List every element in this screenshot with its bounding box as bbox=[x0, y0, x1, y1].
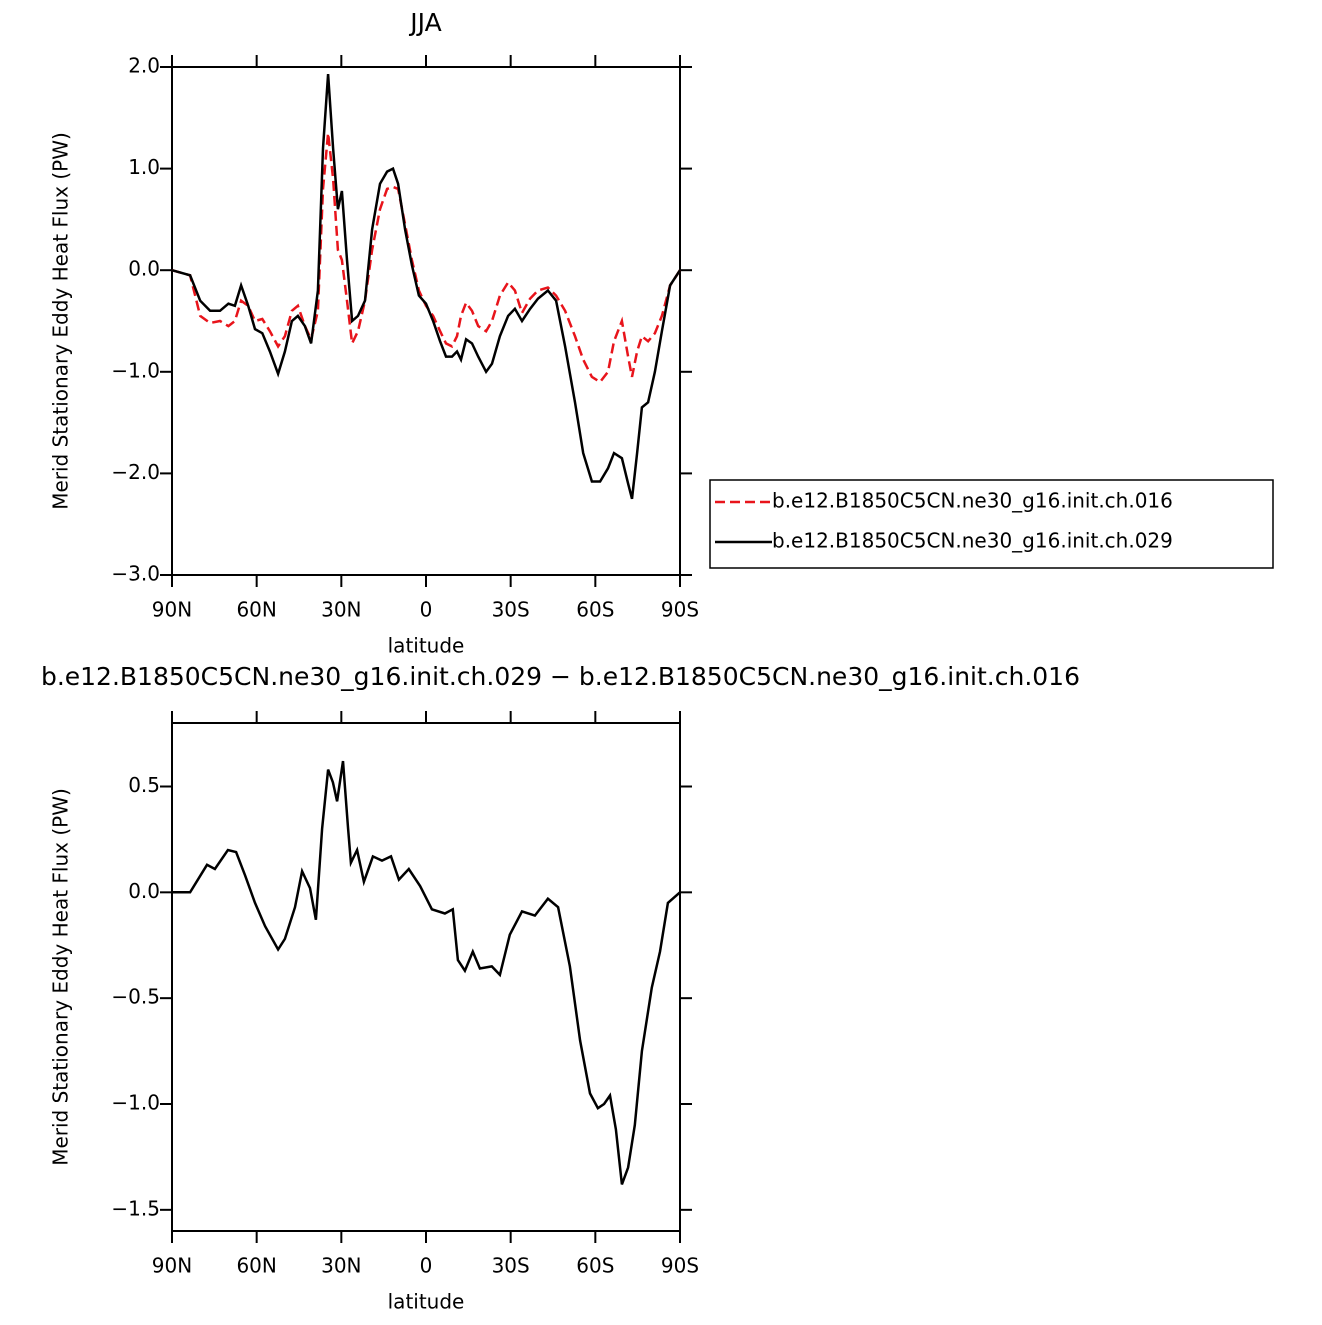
data-line bbox=[171, 74, 682, 500]
y-tick-label: 0.0 bbox=[128, 257, 160, 281]
x-axis-label: latitude bbox=[388, 1290, 465, 1314]
plot-frame bbox=[171, 722, 681, 1232]
y-tick-label: 2.0 bbox=[128, 54, 160, 78]
y-tick-label: 1.0 bbox=[128, 155, 160, 179]
chart-title: JJA bbox=[408, 8, 441, 37]
x-tick-label: 60N bbox=[236, 1254, 276, 1278]
chart-title: b.e12.B1850C5CN.ne30_g16.init.ch.029 − b… bbox=[41, 662, 1080, 691]
x-tick-label: 60S bbox=[576, 598, 614, 622]
y-tick-label: −3.0 bbox=[111, 562, 160, 586]
y-tick-label: −1.0 bbox=[111, 358, 160, 382]
x-tick-label: 0 bbox=[420, 598, 433, 622]
x-tick-label: 30N bbox=[321, 598, 361, 622]
x-tick-label: 60S bbox=[576, 1254, 614, 1278]
x-tick-label: 90S bbox=[661, 598, 699, 622]
y-tick-label: −0.5 bbox=[111, 985, 160, 1009]
x-tick-label: 0 bbox=[420, 1254, 433, 1278]
y-axis-label: Merid Stationary Eddy Heat Flux (PW) bbox=[49, 788, 73, 1166]
x-tick-label: 90N bbox=[152, 598, 192, 622]
legend-box bbox=[709, 479, 1274, 569]
x-tick-label: 90S bbox=[661, 1254, 699, 1278]
plot-frame bbox=[171, 66, 681, 576]
data-line bbox=[172, 760, 681, 1185]
x-tick-label: 30S bbox=[492, 1254, 530, 1278]
data-line bbox=[171, 132, 682, 384]
legend-label: b.e12.B1850C5CN.ne30_g16.init.ch.016 bbox=[772, 489, 1173, 513]
x-tick-label: 30S bbox=[492, 598, 530, 622]
y-tick-label: −2.0 bbox=[111, 460, 160, 484]
x-axis-label: latitude bbox=[388, 634, 465, 658]
x-tick-label: 30N bbox=[321, 1254, 361, 1278]
y-tick-label: 0.0 bbox=[128, 879, 160, 903]
x-tick-label: 90N bbox=[152, 1254, 192, 1278]
y-tick-label: 0.5 bbox=[128, 773, 160, 797]
y-tick-label: −1.0 bbox=[111, 1091, 160, 1115]
x-tick-label: 60N bbox=[236, 598, 276, 622]
y-tick-label: −1.5 bbox=[111, 1196, 160, 1220]
y-axis-label: Merid Stationary Eddy Heat Flux (PW) bbox=[49, 132, 73, 510]
legend-label: b.e12.B1850C5CN.ne30_g16.init.ch.029 bbox=[772, 529, 1173, 553]
